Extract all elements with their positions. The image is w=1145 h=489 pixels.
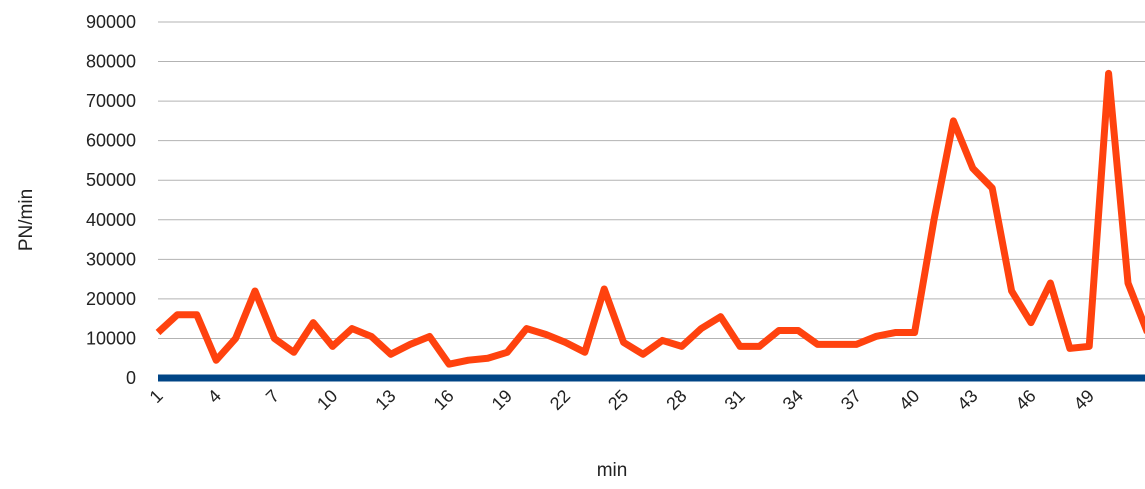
x-tick-label: 19 [488,386,516,414]
x-tick-label: 34 [779,386,807,414]
y-tick-label: 70000 [86,91,136,111]
y-tick-label: 0 [126,368,136,388]
x-tick-label: 37 [837,386,865,414]
series-line [155,69,1145,368]
x-tick-label: 43 [953,386,981,414]
y-axis-ticks: 0 10000 20000 30000 40000 50000 60000 70000 8000… [86,12,136,388]
x-tick-label: 4 [204,386,225,407]
x-tick-label: 13 [371,386,399,414]
x-tick-label: 7 [262,386,283,407]
y-tick-label: 80000 [86,52,136,72]
x-tick-label: 22 [546,386,574,414]
y-tick-label: 30000 [86,249,136,269]
x-tick-label: 28 [662,386,690,414]
series-lines [155,69,1145,382]
y-tick-label: 50000 [86,170,136,190]
x-tick-label: 16 [430,386,458,414]
x-tick-label: 10 [313,386,341,414]
x-tick-label: 31 [721,386,749,414]
y-tick-label: 20000 [86,289,136,309]
x-tick-label: 49 [1070,386,1098,414]
y-tick-label: 10000 [86,328,136,348]
x-tick-label: 1 [146,386,167,407]
y-tick-label: 90000 [86,12,136,32]
y-tick-label: 40000 [86,210,136,230]
x-tick-label: 40 [895,386,923,414]
x-axis-title: min [597,460,628,481]
x-tick-label: 25 [604,386,632,414]
y-tick-label: 60000 [86,131,136,151]
y-axis-title: PN/min [16,189,37,251]
x-tick-label: 46 [1012,386,1040,414]
x-axis-ticks: 1 4 7 10 13 16 19 22 25 28 31 34 37 40 43 46 49 [146,386,1098,414]
